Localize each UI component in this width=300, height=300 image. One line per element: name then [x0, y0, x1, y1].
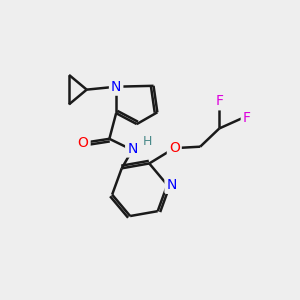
Text: H: H [143, 135, 152, 148]
Text: F: F [215, 94, 223, 108]
Text: N: N [111, 80, 121, 94]
Text: F: F [243, 111, 251, 125]
Text: O: O [169, 141, 180, 155]
Text: N: N [167, 178, 177, 192]
Text: N: N [127, 142, 137, 155]
Text: O: O [78, 136, 88, 150]
